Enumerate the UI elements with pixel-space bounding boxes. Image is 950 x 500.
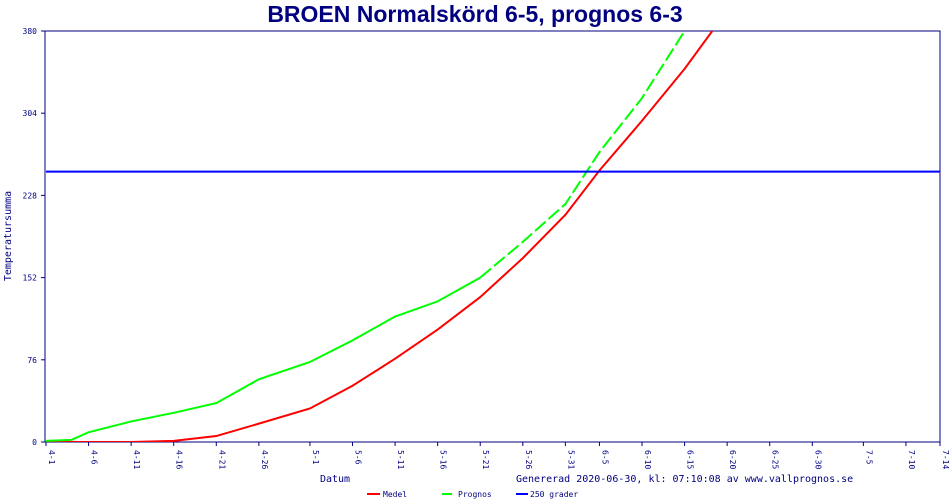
x-tick-label: 6-5 [600,450,609,465]
x-tick-label: 7-10 [907,450,916,469]
x-tick-label: 4-21 [217,450,226,469]
footer-text: Genererad 2020-06-30, kl: 07:10:08 av ww… [516,474,853,485]
y-tick-label: 380 [23,27,38,36]
x-tick-label: 4-26 [260,450,269,469]
y-tick-label: 228 [23,191,38,200]
x-tick-label: 4-16 [175,450,184,469]
x-tick-label: 5-21 [481,450,490,469]
x-axis-label: Datum [320,474,350,485]
series-prognos-line [45,276,481,442]
legend-label-250: 250 grader [530,490,578,499]
legend: Medel Prognos 250 grader [367,490,578,499]
x-tick-label: 7-14 [941,450,950,469]
y-tick-label: 0 [32,438,37,447]
x-tick-label: 5-1 [311,450,320,465]
x-tick-label: 6-15 [686,450,695,469]
x-tick-label: 6-30 [813,450,822,469]
chart-title: BROEN Normalskörd 6-5, prognos 6-3 [267,1,682,27]
legend-label-medel: Medel [383,490,407,499]
x-tick-label: 5-31 [566,450,575,469]
y-tick-label: 304 [23,109,38,118]
x-tick-label: 5-11 [396,450,405,469]
x-tick-label: 4-6 [90,450,99,465]
x-tick-label: 5-16 [439,450,448,469]
x-tick-label: 6-20 [728,450,737,469]
y-tick-label: 152 [23,274,38,283]
plot-area [44,30,941,443]
x-tick-label: 4-11 [132,450,141,469]
x-tick-label: 5-6 [354,450,363,465]
x-tick-label: 6-25 [771,450,780,469]
y-axis-label: Temperatursumma [3,191,14,281]
x-tick-label: 6-10 [643,450,652,469]
x-tick-label: 5-26 [524,450,533,469]
x-tick-label: 7-5 [864,450,873,465]
series-prognos-forecast-line [479,31,686,279]
legend-label-prognos: Prognos [458,490,492,499]
series-medel-line [46,31,714,442]
y-tick-label: 76 [27,356,37,365]
x-tick-label: 4-1 [47,450,56,465]
